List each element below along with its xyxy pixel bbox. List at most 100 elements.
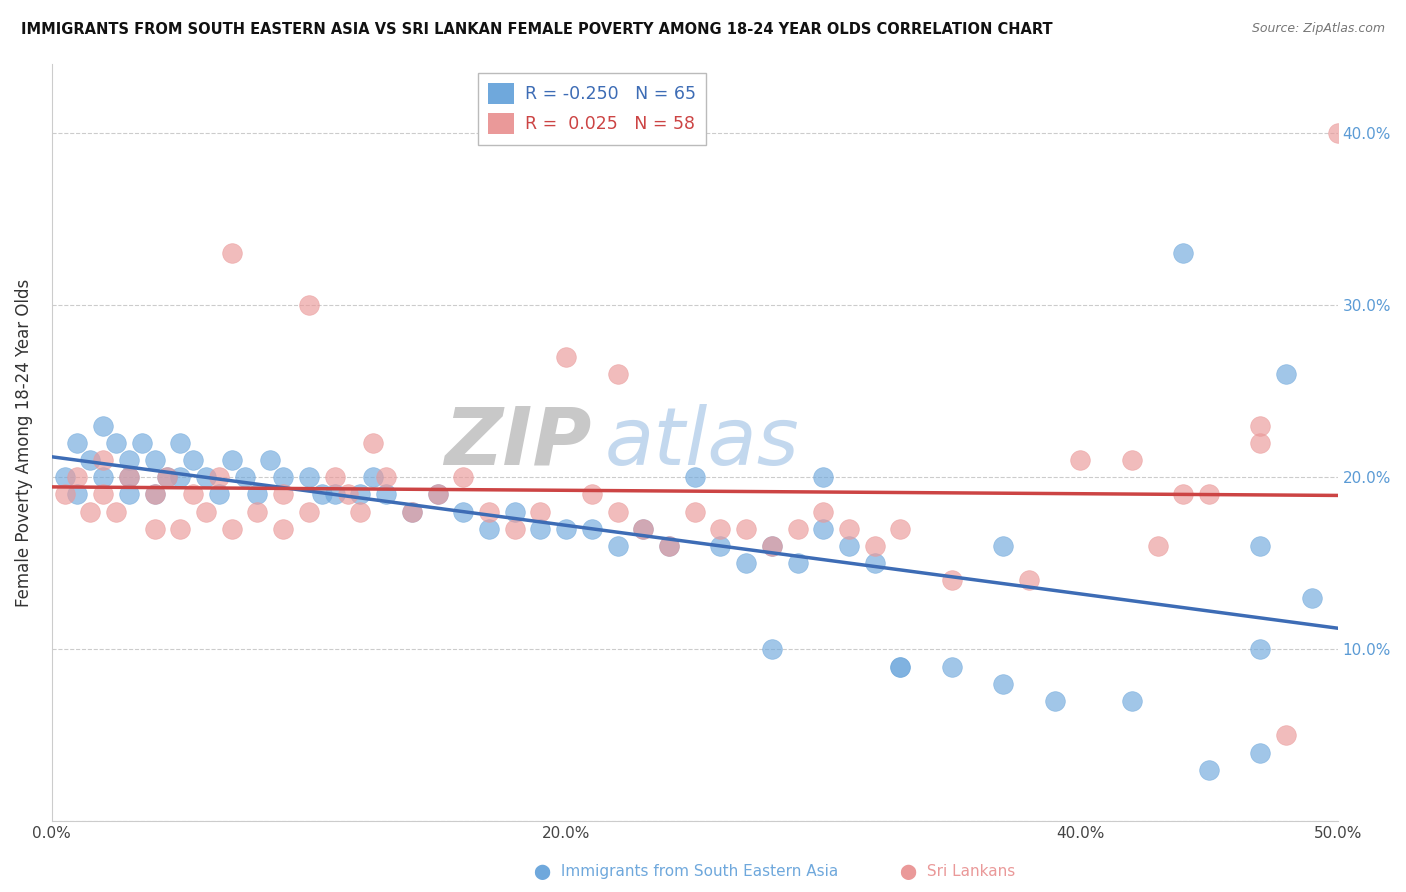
Text: Source: ZipAtlas.com: Source: ZipAtlas.com bbox=[1251, 22, 1385, 36]
Point bbox=[838, 522, 860, 536]
Point bbox=[529, 522, 551, 536]
Point bbox=[298, 470, 321, 484]
Point bbox=[555, 350, 578, 364]
Point bbox=[761, 642, 783, 657]
Point bbox=[838, 539, 860, 553]
Point bbox=[66, 435, 89, 450]
Point bbox=[143, 487, 166, 501]
Point bbox=[195, 505, 218, 519]
Point bbox=[606, 367, 628, 381]
Point bbox=[66, 487, 89, 501]
Point bbox=[323, 487, 346, 501]
Point bbox=[709, 522, 731, 536]
Point bbox=[143, 453, 166, 467]
Point bbox=[79, 505, 101, 519]
Point bbox=[1250, 435, 1272, 450]
Point bbox=[426, 487, 449, 501]
Point bbox=[195, 470, 218, 484]
Point bbox=[863, 556, 886, 570]
Point bbox=[181, 453, 204, 467]
Point bbox=[581, 522, 603, 536]
Point bbox=[79, 453, 101, 467]
Point bbox=[1198, 487, 1220, 501]
Point bbox=[349, 487, 371, 501]
Point bbox=[53, 470, 76, 484]
Point bbox=[735, 522, 758, 536]
Point bbox=[53, 487, 76, 501]
Point bbox=[208, 487, 231, 501]
Point bbox=[118, 470, 141, 484]
Point bbox=[349, 505, 371, 519]
Point bbox=[1275, 728, 1298, 742]
Point bbox=[786, 522, 808, 536]
Point bbox=[271, 487, 294, 501]
Point bbox=[1121, 453, 1143, 467]
Point bbox=[143, 487, 166, 501]
Point bbox=[1173, 246, 1195, 260]
Point bbox=[105, 435, 128, 450]
Legend: R = -0.250   N = 65, R =  0.025   N = 58: R = -0.250 N = 65, R = 0.025 N = 58 bbox=[478, 73, 706, 145]
Y-axis label: Female Poverty Among 18-24 Year Olds: Female Poverty Among 18-24 Year Olds bbox=[15, 278, 32, 607]
Point bbox=[375, 487, 398, 501]
Point bbox=[143, 522, 166, 536]
Point bbox=[361, 435, 384, 450]
Text: ZIP: ZIP bbox=[444, 404, 592, 482]
Point bbox=[683, 505, 706, 519]
Point bbox=[169, 435, 191, 450]
Point bbox=[156, 470, 179, 484]
Point bbox=[233, 470, 256, 484]
Point bbox=[375, 470, 398, 484]
Point bbox=[1198, 763, 1220, 777]
Point bbox=[1275, 367, 1298, 381]
Point bbox=[66, 470, 89, 484]
Point bbox=[118, 453, 141, 467]
Point bbox=[221, 522, 243, 536]
Point bbox=[451, 505, 474, 519]
Point bbox=[156, 470, 179, 484]
Point bbox=[1250, 746, 1272, 760]
Point bbox=[105, 505, 128, 519]
Point bbox=[735, 556, 758, 570]
Point bbox=[633, 522, 655, 536]
Point bbox=[478, 505, 501, 519]
Point bbox=[658, 539, 681, 553]
Point bbox=[813, 505, 835, 519]
Point bbox=[401, 505, 423, 519]
Point bbox=[786, 556, 808, 570]
Point bbox=[1301, 591, 1323, 605]
Point bbox=[401, 505, 423, 519]
Point bbox=[451, 470, 474, 484]
Point bbox=[298, 298, 321, 312]
Point bbox=[941, 574, 963, 588]
Point bbox=[813, 470, 835, 484]
Point bbox=[683, 470, 706, 484]
Point bbox=[941, 659, 963, 673]
Point bbox=[426, 487, 449, 501]
Point bbox=[169, 470, 191, 484]
Point bbox=[271, 470, 294, 484]
Point bbox=[1018, 574, 1040, 588]
Point bbox=[1069, 453, 1091, 467]
Point bbox=[1043, 694, 1066, 708]
Point bbox=[91, 453, 114, 467]
Point bbox=[606, 505, 628, 519]
Point bbox=[259, 453, 281, 467]
Point bbox=[761, 539, 783, 553]
Point bbox=[581, 487, 603, 501]
Point bbox=[529, 505, 551, 519]
Point bbox=[993, 539, 1015, 553]
Point bbox=[1173, 487, 1195, 501]
Point bbox=[503, 522, 526, 536]
Point bbox=[889, 659, 911, 673]
Point bbox=[889, 522, 911, 536]
Point bbox=[889, 659, 911, 673]
Point bbox=[91, 487, 114, 501]
Point bbox=[361, 470, 384, 484]
Point bbox=[993, 677, 1015, 691]
Point bbox=[633, 522, 655, 536]
Point bbox=[118, 470, 141, 484]
Point bbox=[336, 487, 359, 501]
Point bbox=[271, 522, 294, 536]
Point bbox=[658, 539, 681, 553]
Point bbox=[1121, 694, 1143, 708]
